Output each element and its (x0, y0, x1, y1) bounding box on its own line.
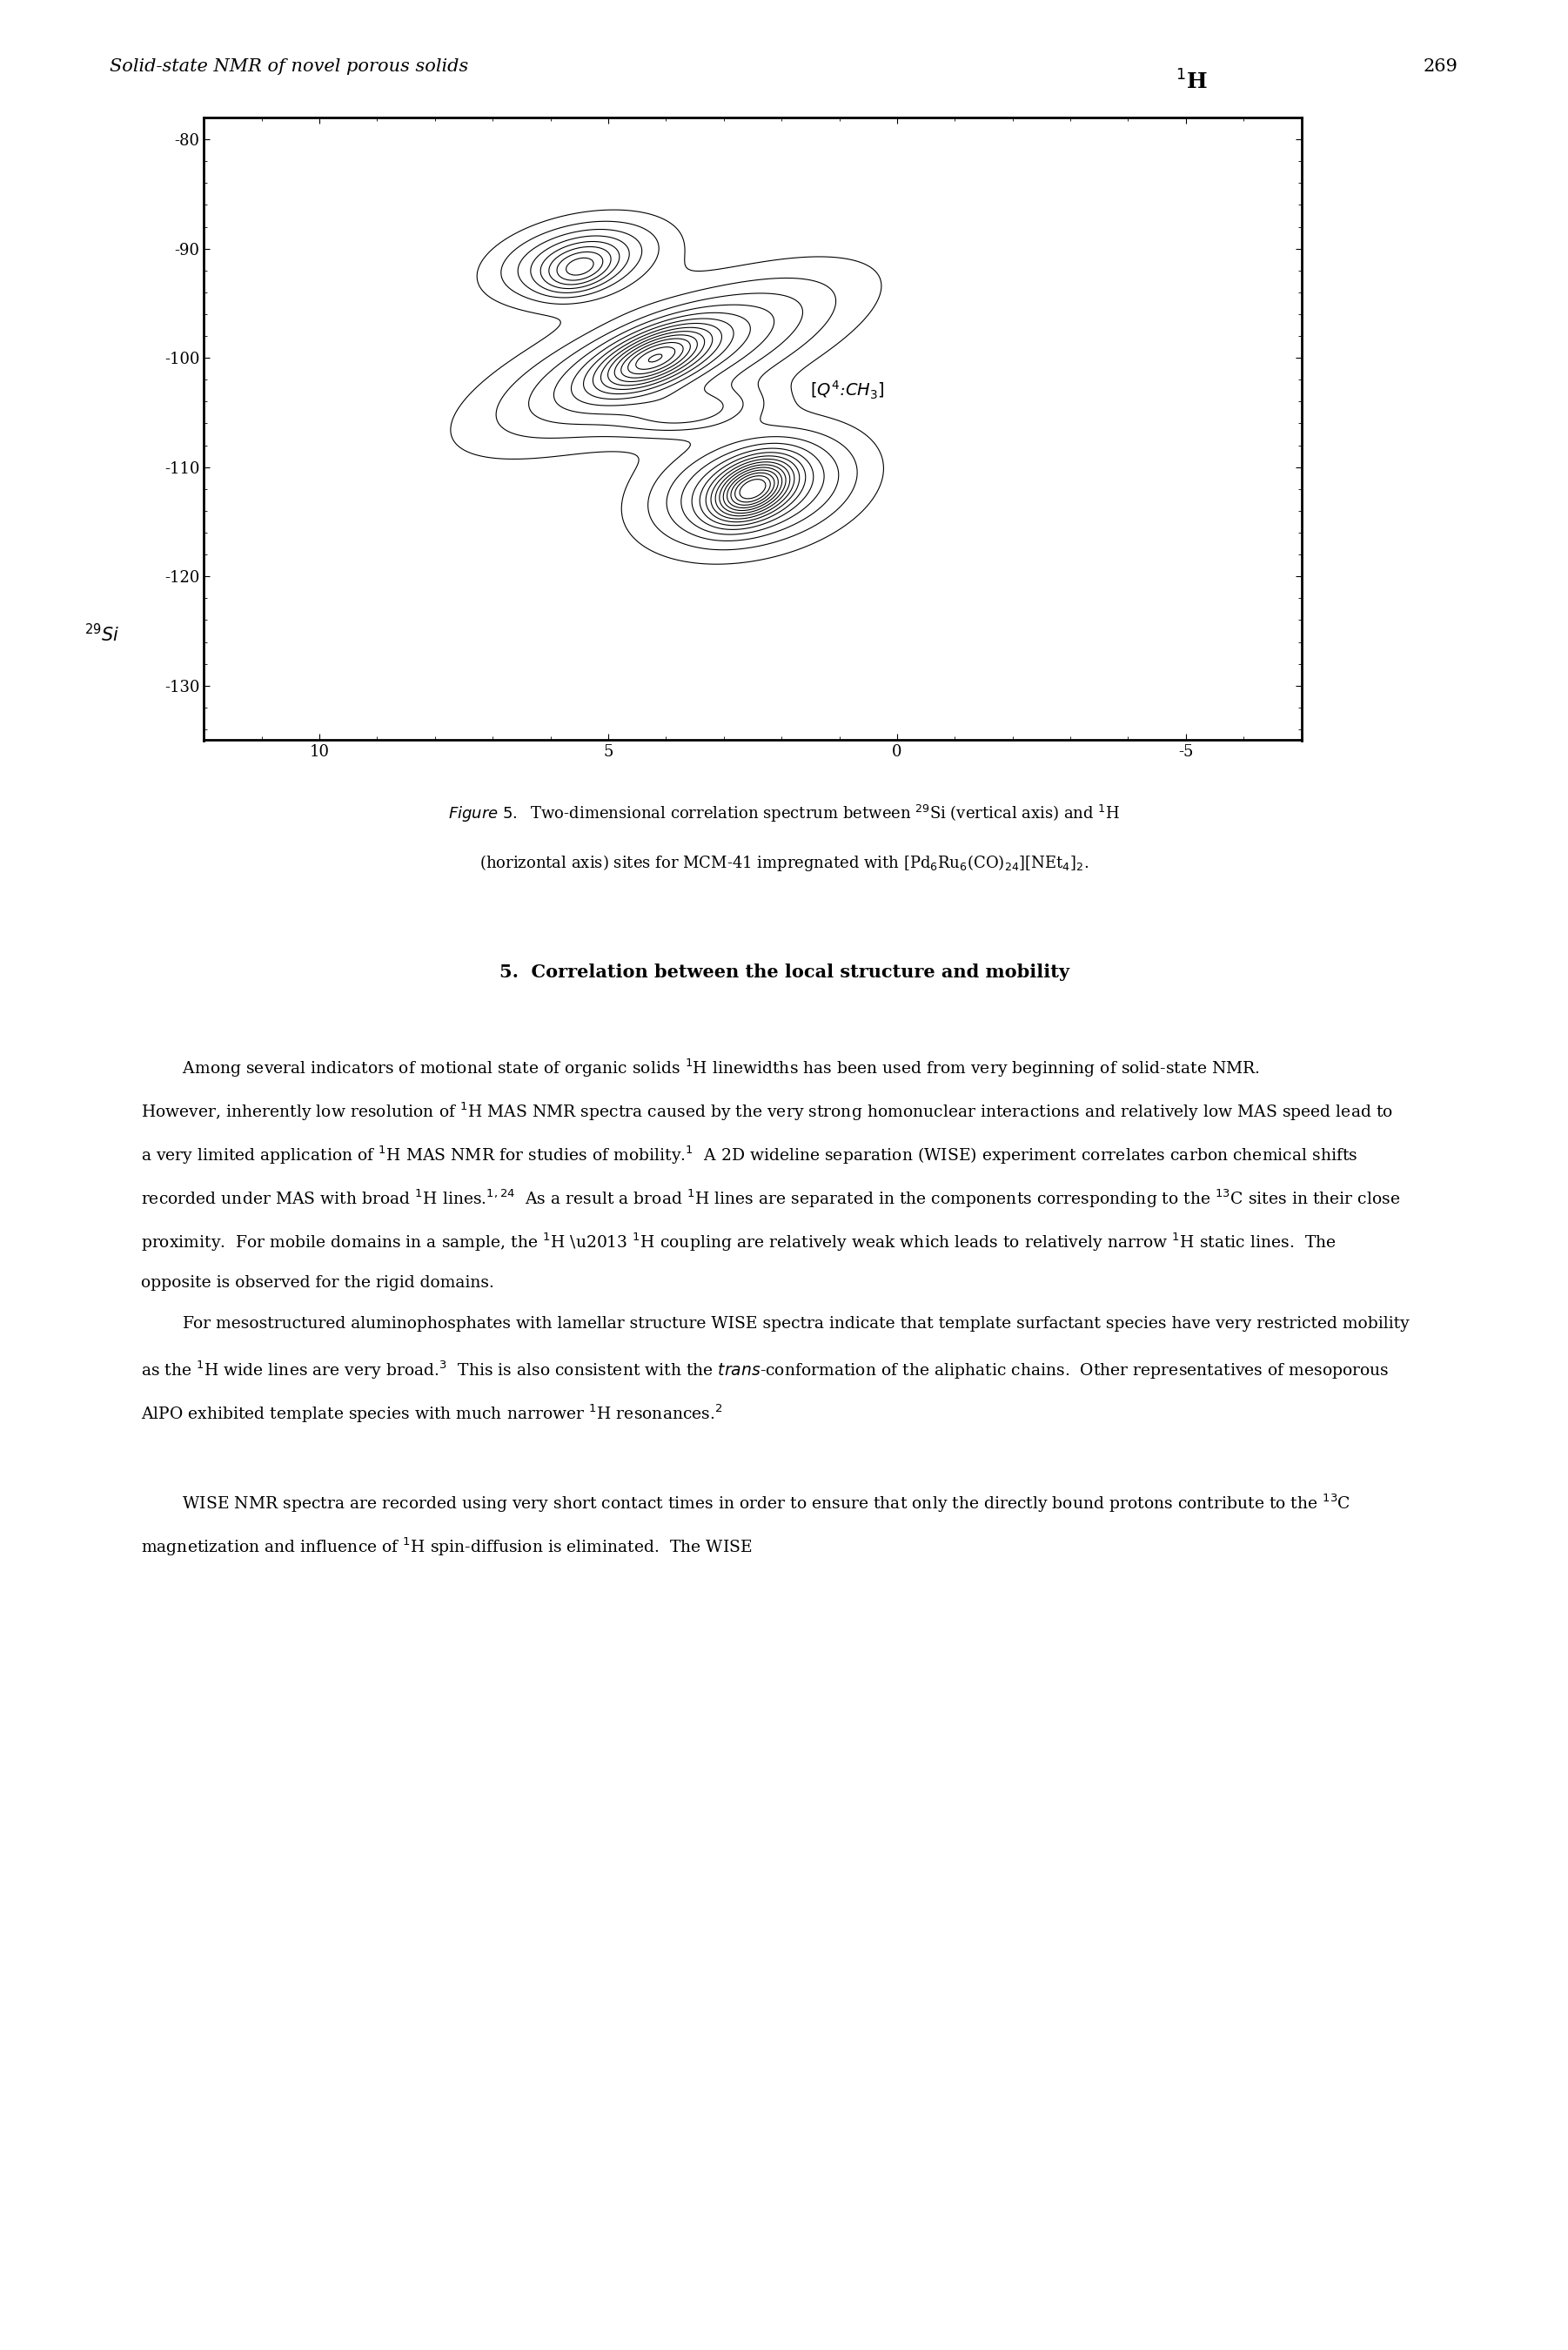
Text: However, inherently low resolution of $^{1}$H MAS NMR spectra caused by the very: However, inherently low resolution of $^… (141, 1100, 1394, 1123)
Text: $\it{Figure}$ $\it{5.}$  Two-dimensional correlation spectrum between $^{29}$Si : $\it{Figure}$ $\it{5.}$ Two-dimensional … (448, 804, 1120, 825)
Text: Among several indicators of motional state of organic solids $^{1}$H linewidths : Among several indicators of motional sta… (141, 1058, 1261, 1079)
Text: recorded under MAS with broad $^{1}$H lines.$^{1,24}$  As a result a broad $^{1}: recorded under MAS with broad $^{1}$H li… (141, 1189, 1400, 1210)
Text: a very limited application of $^{1}$H MAS NMR for studies of mobility.$^{1}$  A : a very limited application of $^{1}$H MA… (141, 1144, 1358, 1166)
Text: 269: 269 (1424, 59, 1458, 75)
Text: as the $^{1}$H wide lines are very broad.$^{3}$  This is also consistent with th: as the $^{1}$H wide lines are very broad… (141, 1358, 1389, 1382)
Text: proximity.  For mobile domains in a sample, the $^{1}$H \u2013 $^{1}$H coupling : proximity. For mobile domains in a sampl… (141, 1231, 1336, 1253)
Text: AlPO exhibited template species with much narrower $^{1}$H resonances.$^{2}$: AlPO exhibited template species with muc… (141, 1403, 723, 1424)
Text: 5.  Correlation between the local structure and mobility: 5. Correlation between the local structu… (499, 964, 1069, 980)
Text: (horizontal axis) sites for MCM-41 impregnated with [Pd$_6$Ru$_6$(CO)$_{24}$][NE: (horizontal axis) sites for MCM-41 impre… (480, 853, 1088, 874)
Text: $^{29}Si$: $^{29}Si$ (85, 623, 119, 646)
Text: opposite is observed for the rigid domains.: opposite is observed for the rigid domai… (141, 1274, 494, 1290)
Text: For mesostructured aluminophosphates with lamellar structure WISE spectra indica: For mesostructured aluminophosphates wit… (141, 1316, 1410, 1332)
Text: magnetization and influence of $^{1}$H spin-diffusion is eliminated.  The WISE: magnetization and influence of $^{1}$H s… (141, 1537, 753, 1558)
Text: WISE NMR spectra are recorded using very short contact times in order to ensure : WISE NMR spectra are recorded using very… (141, 1492, 1350, 1513)
Text: Solid-state NMR of novel porous solids: Solid-state NMR of novel porous solids (110, 59, 469, 75)
Text: $^{1}$H: $^{1}$H (1176, 70, 1207, 94)
Text: $[Q^{4}$:$CH_{3}]$: $[Q^{4}$:$CH_{3}]$ (811, 381, 884, 402)
